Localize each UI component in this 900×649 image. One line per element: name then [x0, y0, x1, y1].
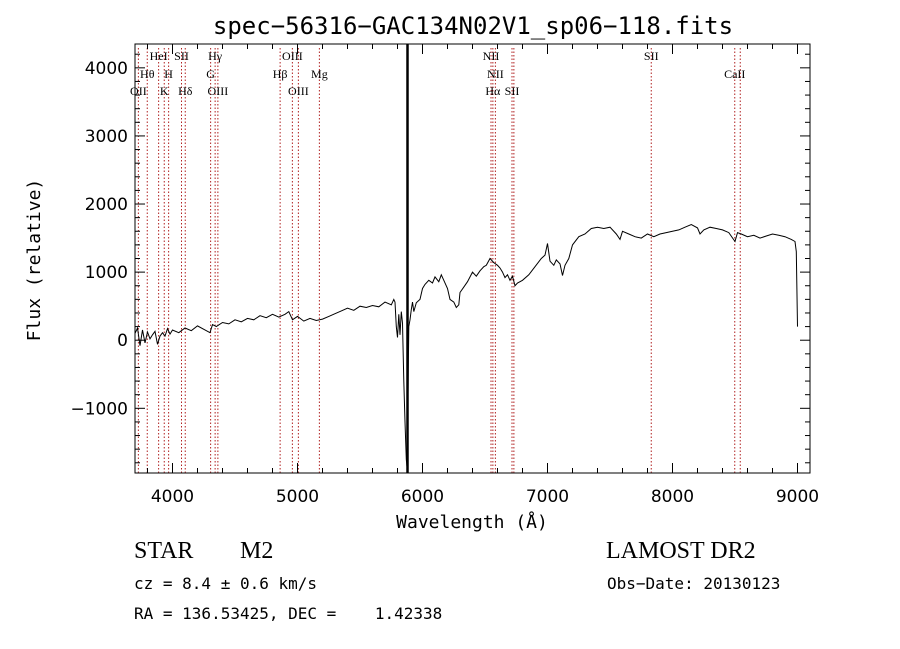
line-label: HeI — [150, 49, 168, 63]
line-label: SII — [174, 49, 189, 63]
coordinates: RA = 136.53425, DEC = 1.42338 — [134, 604, 443, 623]
survey-label: LAMOST DR2 — [606, 538, 756, 564]
y-axis-label: Flux (relative) — [24, 179, 45, 342]
x-tick-label: 4000 — [151, 487, 194, 507]
line-label: Hθ — [140, 67, 155, 81]
chart-title: spec−56316−GAC134N02V1_sp06−118.fits — [213, 12, 733, 40]
line-label: Hδ — [178, 84, 193, 98]
x-tick-label: 8000 — [651, 487, 694, 507]
y-tick-label: −1000 — [70, 399, 128, 419]
x-axis-label: Wavelength (Å) — [396, 511, 548, 533]
emission-line-markers — [137, 48, 741, 473]
y-tick-label: 1000 — [85, 263, 128, 283]
emission-line-labels: OIIHθHeIKHSIIHδGHγOIIIHβOIIIOIIIMgNIIHαN… — [130, 49, 745, 98]
plot-frame — [134, 43, 811, 474]
line-label: Hγ — [208, 49, 223, 63]
line-label: G — [206, 67, 215, 81]
line-label: K — [160, 84, 169, 98]
line-label: Hβ — [273, 67, 288, 81]
y-tick-label: 2000 — [85, 195, 128, 215]
subclass-label: M2 — [240, 538, 274, 564]
line-label: SII — [644, 49, 659, 63]
spectrum-line — [134, 223, 798, 467]
x-tick-label: 9000 — [776, 487, 819, 507]
line-label: OIII — [282, 49, 303, 63]
axis-ticks — [135, 44, 810, 473]
spectrum-series — [134, 223, 798, 467]
redshift-velocity: cz = 8.4 ± 0.6 km/s — [134, 574, 318, 593]
class-label: STAR — [134, 538, 194, 564]
y-tick-label: 4000 — [85, 59, 128, 79]
line-label: SII — [505, 84, 520, 98]
line-label: H — [164, 67, 173, 81]
line-label: NII — [483, 49, 500, 63]
y-tick-label: 0 — [117, 331, 128, 351]
x-tick-label: 7000 — [526, 487, 569, 507]
line-label: OIII — [208, 84, 229, 98]
observation-date: Obs−Date: 20130123 — [607, 574, 781, 593]
y-tick-label: 3000 — [85, 127, 128, 147]
axis-tick-labels: 4000 5000 6000 7000 8000 9000 −1000 0 1000 2000 30… — [70, 59, 819, 507]
line-label: OII — [130, 84, 147, 98]
line-label: OIII — [288, 84, 309, 98]
line-label: Mg — [311, 67, 328, 81]
line-label: Hα — [485, 84, 501, 98]
x-tick-label: 6000 — [401, 487, 444, 507]
line-label: NII — [487, 67, 504, 81]
line-label: CaII — [724, 67, 745, 81]
x-tick-label: 5000 — [276, 487, 319, 507]
